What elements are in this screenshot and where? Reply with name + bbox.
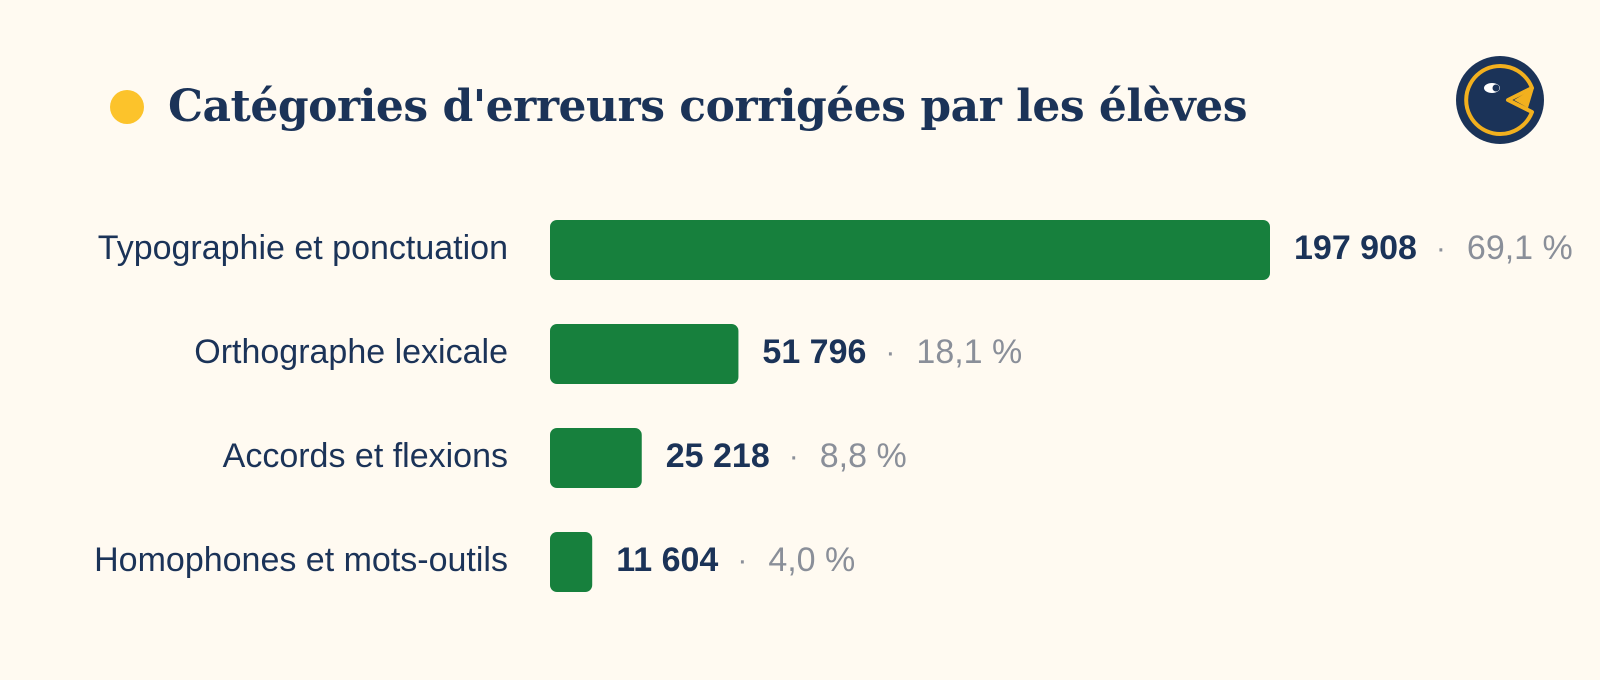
- value-label: 11 604: [616, 541, 718, 579]
- percent-label: 4,0 %: [768, 541, 855, 579]
- bar: [550, 428, 642, 488]
- title-accent-dot: [110, 90, 144, 124]
- bar: [550, 220, 1270, 280]
- percent-label: 18,1 %: [916, 333, 1022, 371]
- percent-label: 8,8 %: [820, 437, 907, 475]
- bar: [550, 532, 593, 592]
- chart-title: Catégories d'erreurs corrigées par les é…: [168, 81, 1247, 132]
- bar: [550, 324, 739, 384]
- category-label: Accords et flexions: [223, 437, 508, 475]
- category-label: Homophones et mots-outils: [94, 541, 508, 579]
- value-label: 25 218: [666, 437, 770, 475]
- value-label: 197 908: [1294, 229, 1417, 267]
- percent-label: 69,1 %: [1467, 229, 1573, 267]
- value-label: 51 796: [762, 333, 866, 371]
- separator-dot: ·: [789, 440, 799, 473]
- category-label: Orthographe lexicale: [194, 333, 508, 371]
- separator-dot: ·: [885, 336, 895, 369]
- bar-chart: Typographie et ponctuation 197 908 · 69,1 %…: [94, 220, 1573, 592]
- pacman-mascot-icon: [1456, 56, 1544, 144]
- separator-dot: ·: [737, 544, 747, 577]
- separator-dot: ·: [1436, 232, 1446, 265]
- category-label: Typographie et ponctuation: [98, 229, 508, 267]
